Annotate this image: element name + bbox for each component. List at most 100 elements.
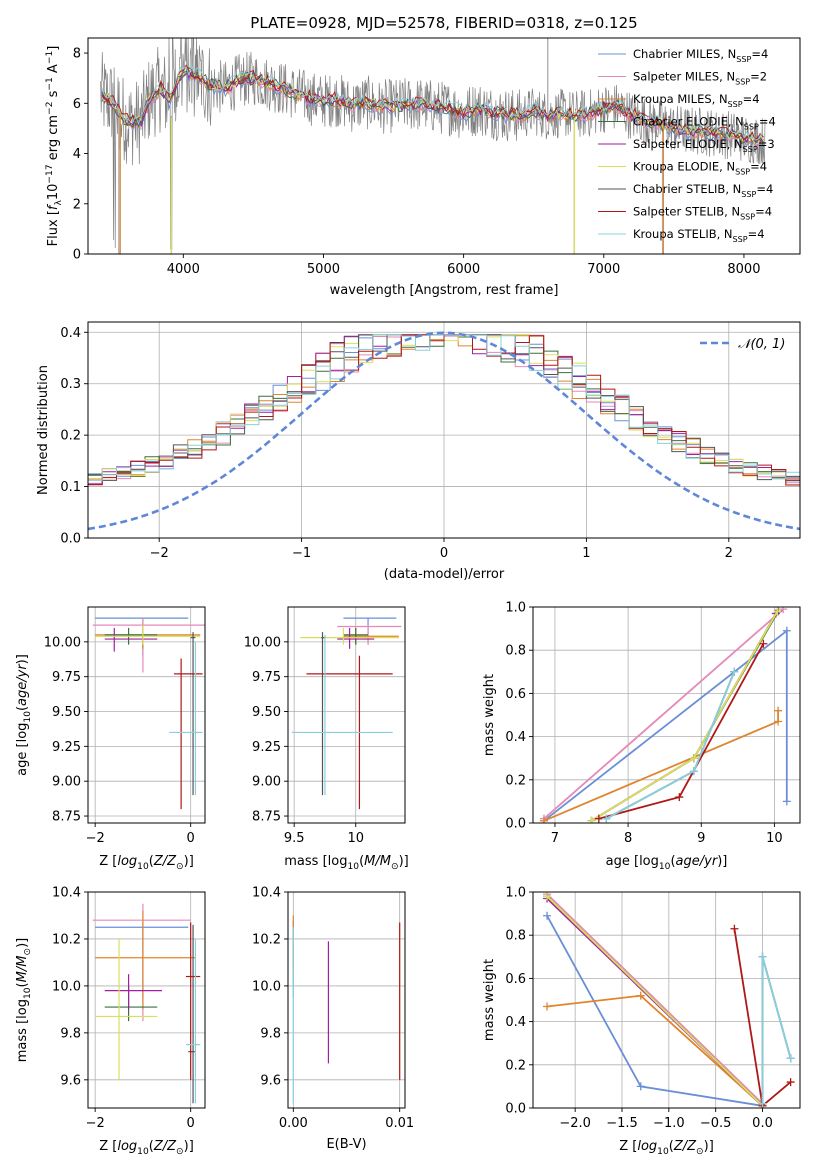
y-axis-label: mass [log10(M/M⊙)]: [15, 938, 33, 1062]
hist-kroupa-stelib: [88, 334, 800, 481]
panel-mass_vs_EBV: 0.00 0.01 9.6 9.8 10.0 10.2 10.4 E(B-V): [252, 886, 414, 1153]
series-line-kroupa-elodie: [546, 895, 764, 1107]
x-tick-label: 1: [582, 546, 590, 561]
legend-label: Kroupa MILES, NSSP=4: [633, 92, 760, 109]
label-part: ⊙: [696, 1147, 704, 1157]
y-tick-label: 10.0: [52, 979, 81, 994]
label-part: =4: [751, 47, 768, 61]
y-tick-label: 0.2: [60, 429, 81, 444]
axes-frame: [287, 606, 406, 824]
y-tick-label: 9.00: [252, 775, 281, 790]
axes-frame: [87, 891, 206, 1109]
label-part: age/yr: [676, 854, 719, 869]
label-part: 10: [137, 1147, 149, 1157]
plot-area: [292, 915, 401, 1104]
legend-label: 𝒩(0, 1): [738, 337, 785, 352]
x-tick-label: 8000: [727, 262, 760, 277]
hist-salpeter-stelib: [88, 334, 800, 486]
axes: −2 −1 0 1 2 0.0 0.1 0.2 0.3 0.4 (data-model)/error…: [36, 321, 801, 582]
x-axis-label: mass [log10(M/M⊙)]: [284, 854, 408, 872]
label-part: SSP: [740, 213, 755, 222]
label-part: 10: [23, 987, 33, 999]
x-tick-label: 6000: [447, 262, 480, 277]
legend-label: Chabrier STELIB, NSSP=4: [633, 182, 773, 199]
label-part: age/yr: [15, 663, 30, 706]
label-part: A: [46, 64, 61, 77]
x-tick-label: 7000: [587, 262, 620, 277]
label-part: Kroupa STELIB, N: [633, 227, 733, 241]
y-tick-label: 0.3: [60, 377, 81, 392]
series-marker: [782, 797, 791, 806]
y-tick-label: 9.6: [60, 1073, 81, 1088]
label-part: )]: [15, 938, 30, 948]
label-part: log: [15, 999, 30, 1019]
label-part: Z [: [99, 854, 117, 869]
series-marker: [758, 1099, 767, 1108]
y-tick-label: 9.25: [252, 740, 281, 755]
label-part: −2: [45, 102, 55, 115]
label-part: SSP: [733, 235, 748, 244]
y-tick-label: 0: [73, 248, 81, 263]
series-marker: [636, 991, 645, 1000]
y-tick-label: 9.75: [52, 670, 81, 685]
label-part: =4: [755, 205, 772, 219]
label-part: SSP: [735, 168, 750, 177]
series-marker: [786, 1078, 795, 1087]
plot-area: [92, 617, 205, 810]
y-tick-label: 2: [73, 197, 81, 212]
label-part: age [: [606, 854, 639, 869]
label-part: Kroupa ELODIE, N: [633, 160, 735, 174]
x-axis-label: wavelength [Angstrom, rest frame]: [330, 283, 559, 298]
plot-area: [539, 607, 791, 823]
label-part: Kroupa MILES, N: [633, 92, 728, 106]
series-marker: [602, 814, 611, 823]
label-part: log: [328, 854, 348, 869]
y-tick-label: 0.2: [505, 1058, 526, 1073]
label-part: (: [15, 982, 30, 987]
axes: −2.0 −1.5 −1.0 −0.5 0.0 0.0 0.2 0.4 0.6 0.8 1.0 Z […: [482, 886, 801, 1157]
label-part: )]: [704, 1139, 714, 1154]
x-tick-label: 0.01: [385, 1116, 414, 1131]
label-part: 10: [137, 862, 149, 872]
x-axis-label: age [log10(age/yr)]: [606, 854, 728, 872]
series-marker: [782, 626, 791, 635]
y-axis-label: Normed distribution: [36, 365, 51, 495]
label-part: −17: [45, 164, 55, 183]
series-marker: [773, 607, 782, 616]
x-axis-label: (data-model)/error: [384, 567, 505, 582]
chart-title: PLATE=0928, MJD=52578, FIBERID=0318, z=0…: [250, 14, 637, 32]
series-line-salpeter-miles: [543, 608, 784, 820]
x-tick-label: 10: [766, 831, 783, 846]
label-part: 10: [657, 1147, 669, 1157]
label-part: 10: [46, 184, 61, 201]
series-line-salpeter-miles: [546, 893, 764, 1105]
label-part: =4: [759, 115, 776, 129]
label-part: age [: [15, 742, 30, 775]
x-tick-label: 2: [725, 546, 733, 561]
series-marker: [786, 1054, 795, 1063]
x-tick-label: −1.0: [653, 1116, 685, 1131]
plot-area: [88, 331, 800, 531]
label-part: (: [359, 854, 364, 869]
legend-label: Salpeter STELIB, NSSP=4: [633, 205, 772, 222]
x-tick-label: 0: [440, 546, 448, 561]
x-tick-label: −2: [86, 1116, 105, 1131]
y-tick-label: 9.8: [60, 1026, 81, 1041]
label-part: SSP: [744, 123, 759, 132]
y-axis-label: mass weight: [482, 959, 497, 1041]
label-part: =2: [750, 70, 767, 84]
x-tick-label: 0.00: [279, 1116, 308, 1131]
label-part: =4: [748, 227, 765, 241]
series-marker: [689, 754, 698, 763]
y-tick-label: 0.6: [505, 972, 526, 987]
label-part: M/M: [364, 854, 391, 869]
legend: 𝒩(0, 1): [700, 337, 785, 352]
grid: [88, 607, 205, 823]
series-marker: [758, 952, 767, 961]
y-tick-label: 10.2: [52, 932, 81, 947]
label-part: )]: [184, 1139, 194, 1154]
label-part: mass [: [15, 1019, 30, 1062]
x-tick-label: 7: [551, 831, 559, 846]
y-tick-label: 0.0: [505, 1102, 526, 1117]
